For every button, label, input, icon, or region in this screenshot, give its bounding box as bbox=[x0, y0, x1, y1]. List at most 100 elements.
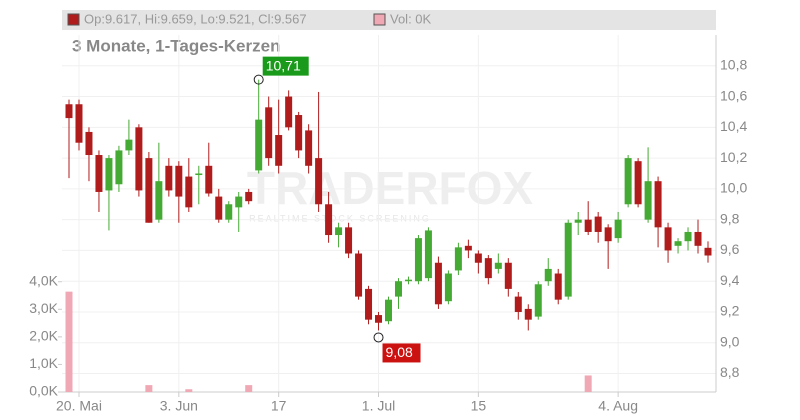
candle-body bbox=[195, 173, 203, 176]
candle-body bbox=[614, 219, 622, 239]
candle-body bbox=[165, 165, 173, 191]
candle-body bbox=[654, 181, 662, 228]
candle-body bbox=[155, 181, 163, 220]
candle-body bbox=[175, 165, 183, 197]
candle-body bbox=[454, 247, 462, 271]
annotation-label: 9,08 bbox=[386, 344, 413, 360]
candle-body bbox=[394, 281, 402, 297]
candle-body bbox=[704, 247, 712, 256]
volume-legend-icon bbox=[373, 13, 386, 26]
candle-body bbox=[305, 130, 313, 166]
candle-body bbox=[145, 158, 153, 223]
candle-body bbox=[345, 227, 353, 254]
volume-bar bbox=[65, 291, 73, 392]
candle-body bbox=[424, 230, 432, 279]
y-tick-label: 9,4 bbox=[720, 272, 740, 288]
x-tick-label: 3. Jun bbox=[160, 398, 198, 414]
annotation-marker bbox=[373, 332, 384, 343]
candle-body bbox=[355, 253, 363, 297]
y-tick-label: 10,6 bbox=[720, 87, 747, 103]
candle-body bbox=[75, 104, 83, 143]
candle-body bbox=[235, 196, 243, 208]
candle-body bbox=[524, 308, 532, 320]
y2-tick-label: 2,0K bbox=[29, 328, 58, 344]
candle-body bbox=[205, 165, 213, 194]
candle-body bbox=[574, 219, 582, 223]
candle-body bbox=[664, 227, 672, 251]
candle-body bbox=[684, 231, 692, 242]
candle-body bbox=[105, 158, 113, 191]
candle-body bbox=[325, 204, 333, 236]
watermark: TRADERFOX bbox=[247, 162, 534, 214]
y-tick-label: 9,8 bbox=[720, 210, 740, 226]
candle-body bbox=[275, 135, 283, 166]
candle-body bbox=[514, 296, 522, 312]
y-tick-label: 9,2 bbox=[720, 303, 740, 319]
y2-tick-label: 3,0K bbox=[29, 300, 58, 316]
candle-body bbox=[674, 241, 682, 246]
candle-body bbox=[135, 127, 143, 191]
candle-body bbox=[474, 253, 482, 263]
candle-body bbox=[265, 107, 273, 159]
subtitle: 3 Monate, 1-Tages-Kerzen bbox=[72, 36, 280, 55]
x-tick-label: 4. Aug bbox=[598, 398, 638, 414]
candle-body bbox=[185, 176, 193, 208]
price-header: Op:9.617, Hi:9.659, Lo:9.521, Cl:9.567 bbox=[84, 11, 307, 26]
candle-body bbox=[464, 245, 472, 251]
candle-body bbox=[385, 299, 392, 322]
candle-body bbox=[644, 181, 652, 220]
y-tick-label: 9,6 bbox=[720, 241, 740, 257]
candle-body bbox=[95, 155, 103, 192]
volume-bar bbox=[185, 389, 193, 392]
y-tick-label: 10,4 bbox=[720, 118, 747, 134]
candle-body bbox=[594, 216, 602, 232]
candle-body bbox=[694, 231, 702, 246]
candle-body bbox=[604, 227, 612, 242]
candle-body bbox=[554, 273, 562, 300]
y-tick-label: 9,0 bbox=[720, 333, 740, 349]
volume-bar bbox=[145, 385, 153, 392]
x-tick-label: 1. Jul bbox=[362, 398, 395, 414]
candle-body bbox=[484, 258, 492, 279]
candle-body bbox=[115, 150, 123, 185]
annotation-box bbox=[262, 56, 309, 76]
y2-tick-label: 1,0K bbox=[29, 355, 58, 371]
candle-body bbox=[564, 222, 572, 297]
annotation-box bbox=[382, 343, 421, 363]
candle-body bbox=[404, 279, 412, 282]
x-tick-label: 20. Mai bbox=[56, 398, 102, 414]
y-tick-label: 8,8 bbox=[720, 364, 740, 380]
candle-body bbox=[335, 227, 343, 236]
annotation-marker bbox=[253, 74, 264, 85]
candle-body bbox=[534, 284, 542, 317]
candle-body bbox=[255, 119, 263, 171]
candle-body bbox=[215, 196, 223, 220]
candle-body bbox=[365, 288, 373, 320]
volume-header: Vol: 0K bbox=[390, 11, 432, 26]
candle-body bbox=[444, 273, 452, 302]
volume-bar bbox=[584, 375, 592, 392]
candle-body bbox=[494, 262, 502, 269]
y2-tick-label: 0,0K bbox=[29, 383, 58, 399]
candle-body bbox=[414, 238, 422, 282]
y-tick-label: 10,0 bbox=[720, 180, 747, 196]
candle-body bbox=[225, 204, 233, 220]
candle-body bbox=[584, 219, 592, 232]
volume-bar bbox=[245, 385, 253, 392]
price-legend-icon bbox=[67, 13, 80, 26]
candle-body bbox=[624, 158, 632, 205]
candle-body bbox=[544, 268, 552, 282]
candle-body bbox=[125, 139, 133, 151]
y-tick-label: 10,8 bbox=[720, 56, 747, 72]
candle-body bbox=[434, 262, 442, 305]
candle-body bbox=[315, 158, 323, 205]
candle-body bbox=[85, 131, 93, 156]
header-bar bbox=[62, 10, 716, 30]
candle-body bbox=[504, 262, 512, 289]
y-tick-label: 10,2 bbox=[720, 149, 747, 165]
watermark-tagline: REALTIME STOCK SCREENING bbox=[249, 213, 431, 223]
y2-tick-label: 4,0K bbox=[29, 272, 58, 288]
annotation-label: 10,71 bbox=[266, 57, 301, 73]
x-tick-label: 15 bbox=[471, 398, 487, 414]
